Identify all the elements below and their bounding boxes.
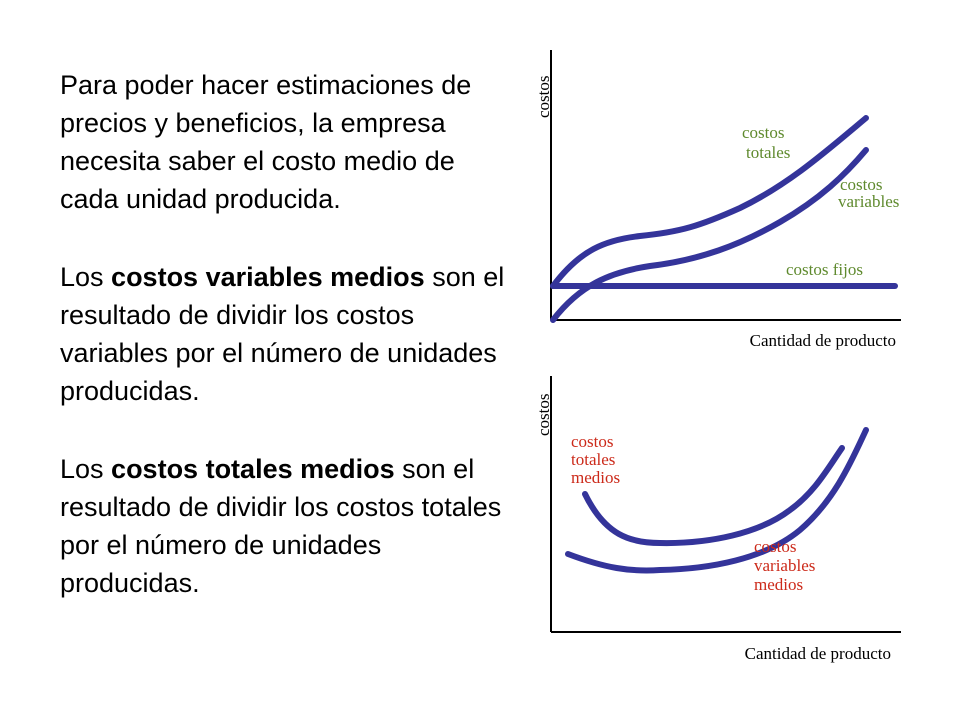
avg-total-cost-label-1: costos [571, 432, 614, 451]
average-total-cost-curve [582, 445, 845, 547]
top-y-label: costos [534, 76, 553, 119]
avg-variable-cost-label-2: variables [754, 556, 815, 575]
variable-cost-curve [550, 147, 869, 323]
bottom-chart: costos Cantidad de producto costos total… [534, 376, 901, 663]
fixed-cost-label: costos fijos [786, 260, 863, 279]
p2-prefix: Los [60, 262, 112, 292]
bottom-y-label: costos [534, 394, 553, 437]
text-column: Para poder hacer estimaciones de precios… [60, 66, 510, 602]
avg-variable-cost-label-3: medios [754, 575, 803, 594]
bottom-x-label: Cantidad de producto [745, 644, 891, 663]
variable-cost-label-2: variables [838, 192, 899, 211]
p3-prefix: Los [60, 454, 112, 484]
average-variable-cost-curve [565, 427, 869, 574]
variable-cost-label-1: costos [840, 175, 883, 194]
paragraph-total-costs: Los costos totales medios son el resulta… [60, 450, 510, 602]
paragraph-variable-costs: Los costos variables medios son el resul… [60, 258, 510, 410]
total-cost-label-1: costos [742, 123, 785, 142]
term-variable-average: costos variables medios [111, 262, 425, 292]
avg-total-cost-label-2: totales [571, 450, 615, 469]
paragraph-intro: Para poder hacer estimaciones de precios… [60, 70, 472, 214]
term-total-average: costos totales medios [111, 454, 395, 484]
top-x-label: Cantidad de producto [750, 331, 896, 350]
p2-suffix: son el resultado de dividir los costos v… [60, 262, 505, 406]
avg-total-cost-label-3: medios [571, 468, 620, 487]
p3-suffix: son el resultado de dividir los costos t… [60, 454, 502, 598]
total-cost-label-2: totales [746, 143, 790, 162]
avg-variable-cost-label-1: costos [754, 537, 797, 556]
top-chart: costos Cantidad de producto costos total… [534, 50, 901, 350]
total-cost-curve [550, 115, 869, 289]
